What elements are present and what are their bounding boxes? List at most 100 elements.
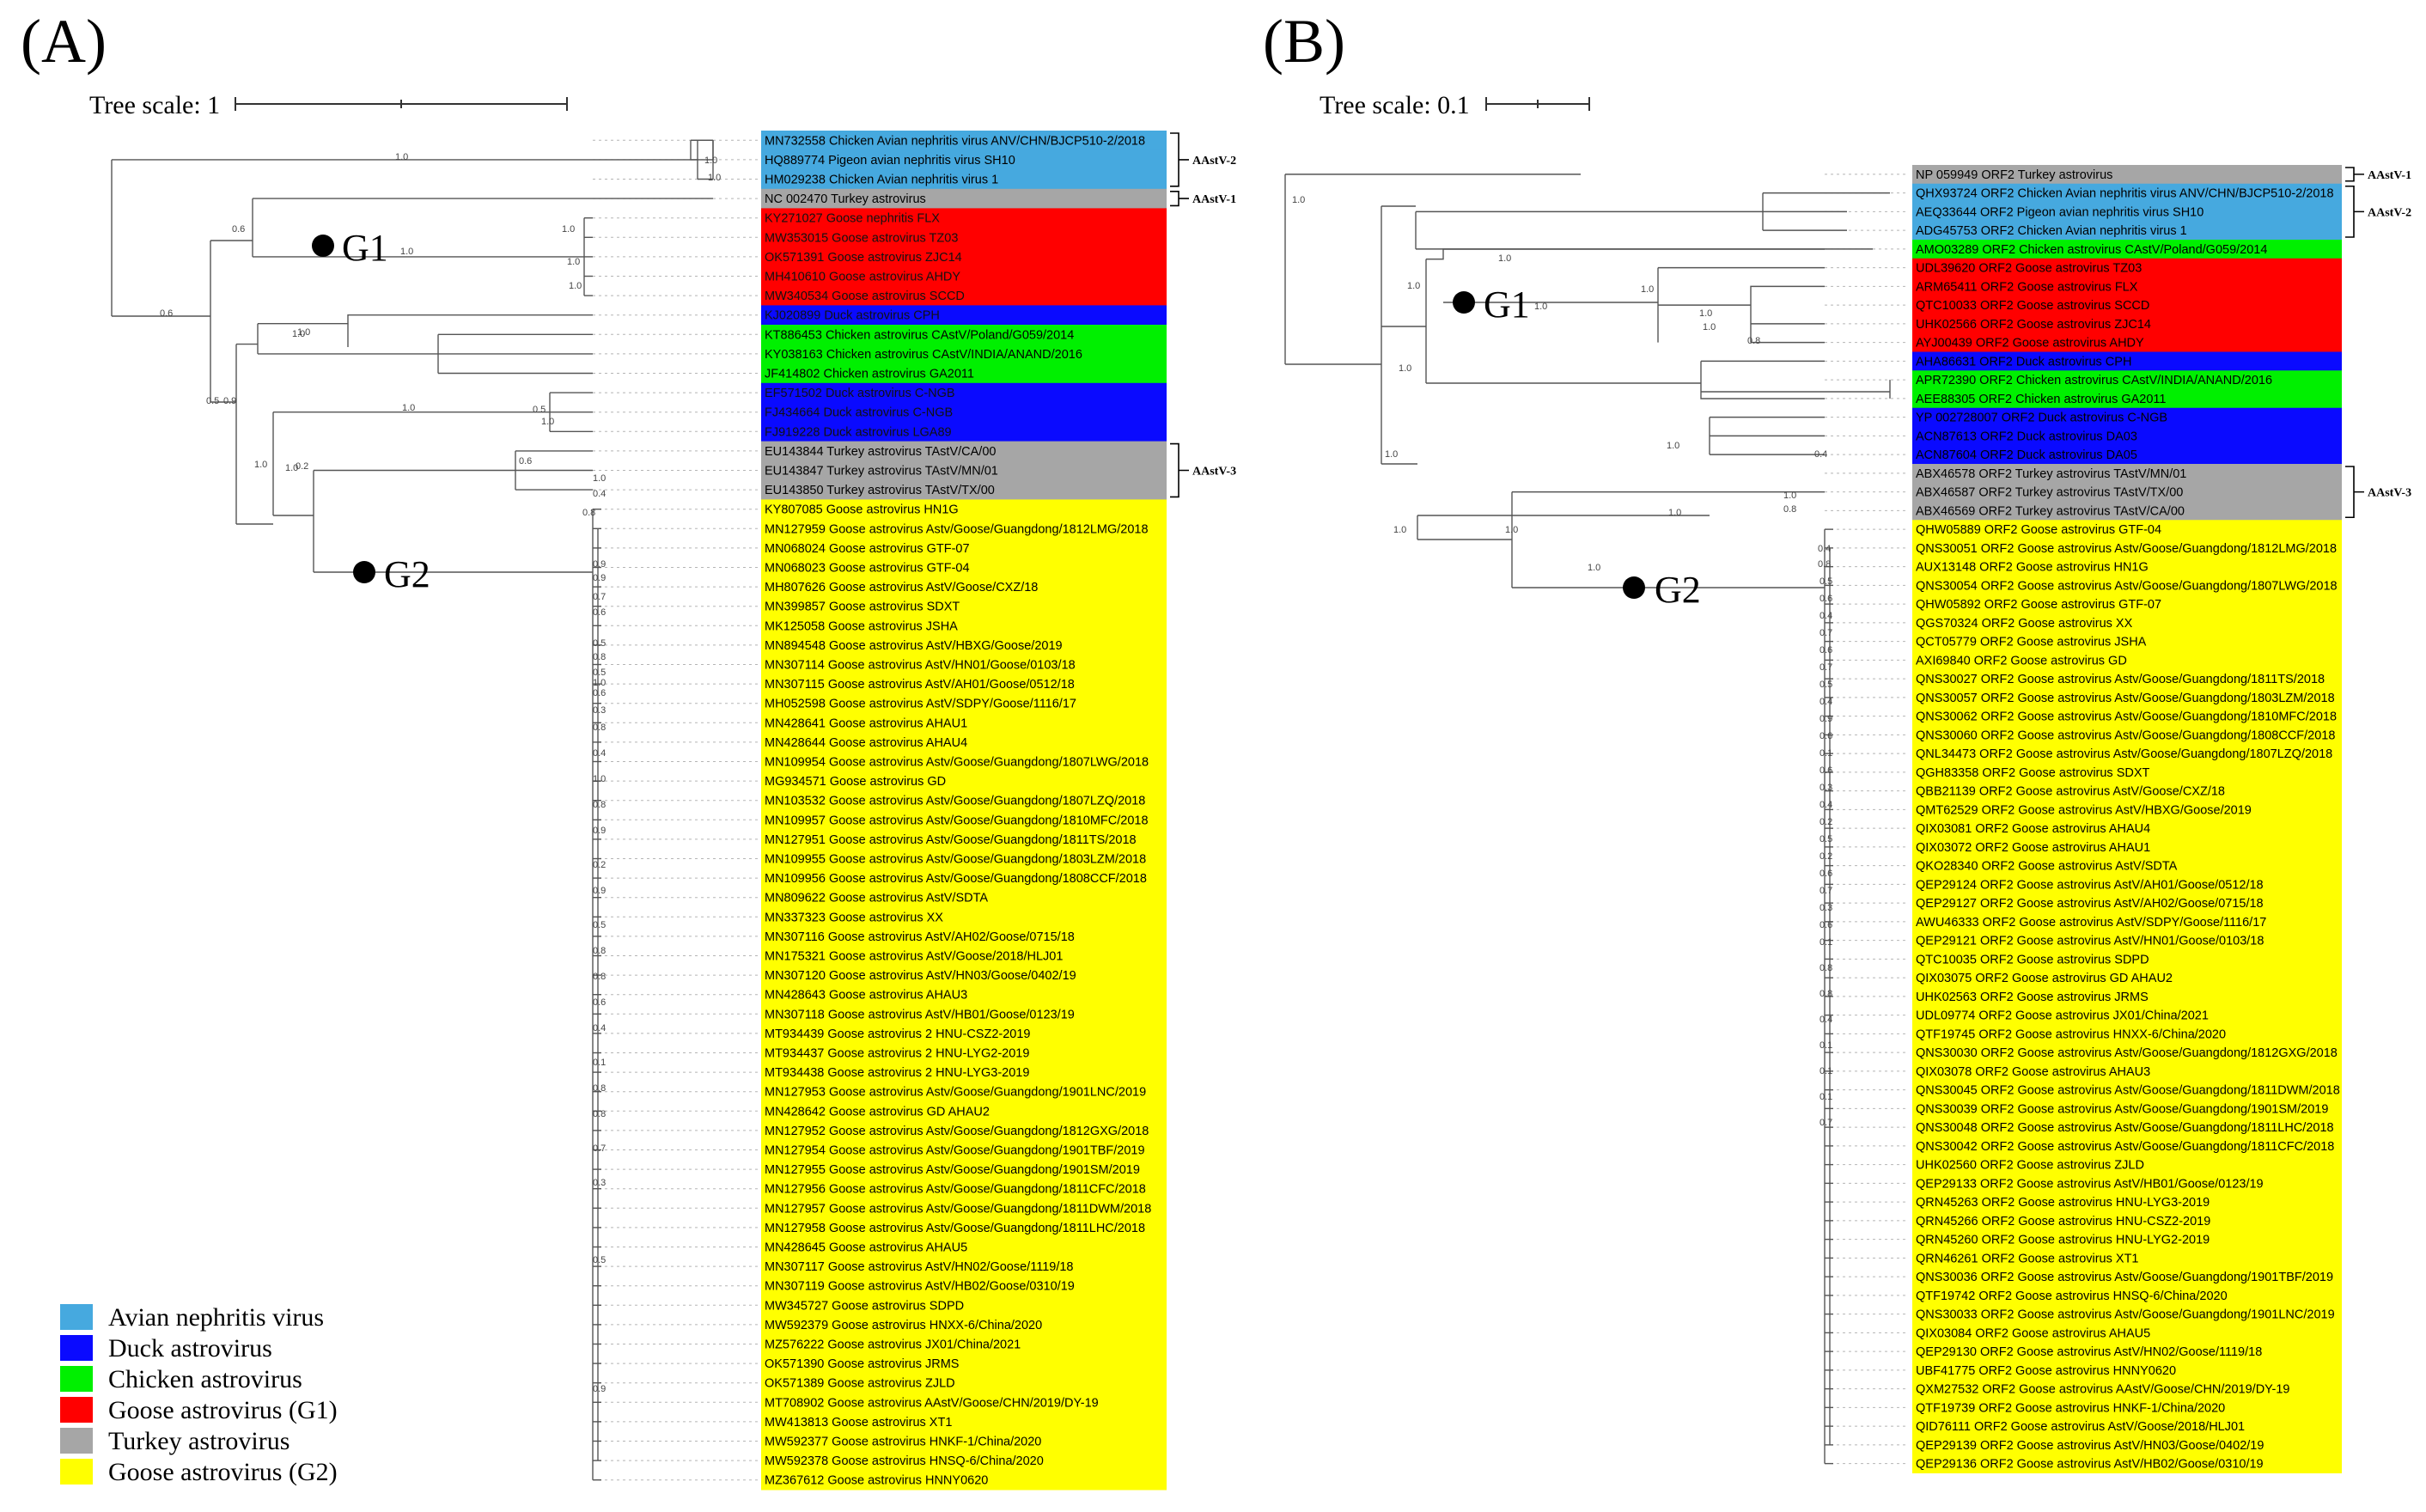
- leaf-band: [761, 1159, 1167, 1180]
- support-value: 0.6: [1820, 869, 1832, 879]
- panel-a-clade-brackets: AAstV-2 AAstV-1 AAstV-3: [1170, 132, 1236, 498]
- leaf-band: [1912, 464, 2342, 484]
- leaf-label: QXM27532 ORF2 Goose astrovirus AAstV/Goo…: [1916, 1383, 2289, 1397]
- leaf-band: [761, 441, 1167, 461]
- leaf-label: MN307114 Goose astrovirus AstV/HN01/Goos…: [765, 659, 1076, 673]
- leaf-band: [1912, 1267, 2342, 1287]
- leaf-label: QTF19742 ORF2 Goose astrovirus HNSQ-6/Ch…: [1916, 1289, 2228, 1303]
- support-value: 0.4: [1814, 449, 1827, 460]
- leaf-label: HQ889774 Pigeon avian nephritis virus SH…: [765, 154, 1015, 168]
- leaf-band: [1912, 445, 2342, 465]
- leaf-band: [761, 325, 1167, 345]
- support-value: 0.6: [1820, 765, 1832, 776]
- leaf-band: [1912, 1342, 2342, 1362]
- leaf-band: [761, 1101, 1167, 1122]
- leaf-label: QRN45263 ORF2 Goose astrovirus HNU-LYG3-…: [1916, 1196, 2210, 1210]
- support-value: 0.8: [593, 722, 606, 733]
- leaf-band: [761, 305, 1167, 326]
- legend-label: Duck astrovirus: [108, 1334, 272, 1363]
- support-value: 0.7: [1820, 1118, 1832, 1128]
- support-value: 1.0: [1393, 525, 1406, 535]
- leaf-label: QBB21139 ORF2 Goose astrovirus AstV/Goos…: [1916, 785, 2225, 799]
- support-value: 0.4: [593, 1023, 606, 1033]
- leaf-label: UHK02560 ORF2 Goose astrovirus ZJLD: [1916, 1159, 2144, 1173]
- support-value: 0.9: [593, 886, 606, 896]
- leaf-band: [1912, 781, 2342, 801]
- legend-label: Goose astrovirus (G2): [108, 1458, 338, 1486]
- leaf-band: [1912, 650, 2342, 670]
- leaf-label: QEP29139 ORF2 Goose astrovirus AstV/HN03…: [1916, 1439, 2264, 1453]
- leaf-label: MN127952 Goose astrovirus Astv/Goose/Gua…: [765, 1125, 1149, 1138]
- leaf-label: AYJ00439 ORF2 Goose astrovirus AHDY: [1916, 337, 2144, 351]
- leaf-band: [1912, 744, 2342, 764]
- leaf-label: QEP29127 ORF2 Goose astrovirus AstV/AH02…: [1916, 897, 2264, 911]
- support-value: 0.3: [1820, 903, 1832, 913]
- leaf-band: [761, 1217, 1167, 1238]
- support-value: 0.8: [1820, 963, 1832, 973]
- support-value: 0.2: [1820, 851, 1832, 862]
- leaf-band: [761, 674, 1167, 694]
- support-value: 0.5: [593, 668, 606, 678]
- leaf-band: [1912, 912, 2342, 932]
- leaf-label: EU143850 Turkey astrovirus TAstV/TX/00: [765, 484, 995, 497]
- leaf-band: [761, 1334, 1167, 1355]
- panel-a-leader-lines: [593, 139, 758, 1481]
- leaf-label: UHK02563 ORF2 Goose astrovirus JRMS: [1916, 991, 2149, 1004]
- legend-label: Chicken astrovirus: [108, 1365, 302, 1393]
- leaf-label: MW413813 Goose astrovirus XT1: [765, 1416, 952, 1430]
- leaf-band: [761, 460, 1167, 481]
- leaf-band: [761, 849, 1167, 869]
- leaf-band: [761, 868, 1167, 888]
- leaf-band: [1912, 1304, 2342, 1324]
- leaf-band: [1912, 838, 2342, 857]
- leaf-label: OK571390 Goose astrovirus JRMS: [765, 1357, 959, 1371]
- leaf-label: QHW05889 ORF2 Goose astrovirus GTF-04: [1916, 523, 2161, 537]
- support-value: 0.2: [593, 860, 606, 870]
- leaf-label: NC 002470 Turkey astrovirus: [765, 192, 926, 206]
- leaf-band: [761, 752, 1167, 772]
- support-value: 0.1: [1820, 1092, 1832, 1102]
- panel-b-scale-bar: [1485, 97, 1590, 111]
- leaf-label: QMT62529 ORF2 Goose astrovirus AstV/HBXG…: [1916, 803, 2252, 817]
- support-value: 0.1: [1820, 1040, 1832, 1051]
- leaf-band: [761, 344, 1167, 364]
- leaf-band: [761, 1373, 1167, 1393]
- support-value: 0.4: [1818, 544, 1831, 554]
- leaf-label: MN127957 Goose astrovirus Astv/Goose/Gua…: [765, 1202, 1151, 1216]
- support-value: 1.0: [1292, 195, 1305, 205]
- leaf-label: UDL09774 ORF2 Goose astrovirus JX01/Chin…: [1916, 1009, 2209, 1023]
- support-value: 0.3: [1820, 783, 1832, 793]
- support-value: 0.1: [1820, 748, 1832, 759]
- leaf-label: QNS30042 ORF2 Goose astrovirus Astv/Goos…: [1916, 1140, 2334, 1154]
- leaf-band: [761, 149, 1167, 170]
- clade-bracket: [1170, 132, 1189, 187]
- support-value: 0.5: [593, 638, 606, 649]
- leaf-label: MN307118 Goose astrovirus AstV/HB01/Goos…: [765, 1008, 1075, 1021]
- support-value: 0.1: [1820, 937, 1832, 948]
- leaf-band: [761, 576, 1167, 597]
- leaf-label: MN428644 Goose astrovirus AHAU4: [765, 736, 967, 750]
- support-value: 0.8: [1783, 504, 1796, 515]
- leaf-band: [1912, 1080, 2342, 1100]
- leaf-band: [761, 169, 1167, 190]
- leaf-label: QEP29121 ORF2 Goose astrovirus AstV/HN01…: [1916, 935, 2264, 948]
- leaf-band: [1912, 1118, 2342, 1137]
- leaf-label: MN428643 Goose astrovirus AHAU3: [765, 989, 967, 1003]
- leaf-label: MN428642 Goose astrovirus GD AHAU2: [765, 1105, 990, 1119]
- leaf-label: MG934571 Goose astrovirus GD: [765, 775, 946, 789]
- leaf-band: [1912, 1398, 2342, 1418]
- leaf-band: [761, 596, 1167, 617]
- leaf-band: [1912, 370, 2342, 390]
- leaf-band: [761, 266, 1167, 287]
- support-value: 0.7: [593, 1143, 606, 1154]
- leaf-label: AEQ33644 ORF2 Pigeon avian nephritis vir…: [1916, 205, 2204, 219]
- leaf-band: [1912, 1062, 2342, 1082]
- leaf-label: MN068023 Goose astrovirus GTF-04: [765, 562, 970, 576]
- leaf-label: ABX46569 ORF2 Turkey astrovirus TAstV/CA…: [1916, 504, 2185, 518]
- leaf-band: [1912, 968, 2342, 988]
- support-value: 0.8: [593, 946, 606, 956]
- support-value: 1.0: [1588, 563, 1600, 573]
- leaf-band: [1912, 520, 2342, 540]
- leaf-band: [761, 285, 1167, 306]
- panel-a-g1-marker: G1: [312, 227, 388, 269]
